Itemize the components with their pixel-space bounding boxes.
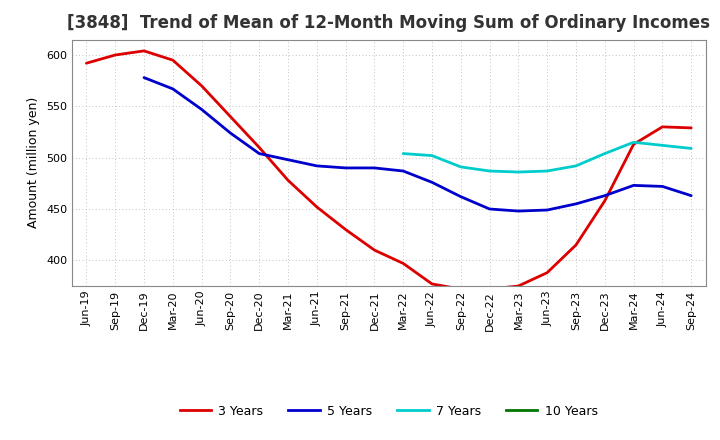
Y-axis label: Amount (million yen): Amount (million yen) <box>27 97 40 228</box>
Title: [3848]  Trend of Mean of 12-Month Moving Sum of Ordinary Incomes: [3848] Trend of Mean of 12-Month Moving … <box>67 15 711 33</box>
Legend: 3 Years, 5 Years, 7 Years, 10 Years: 3 Years, 5 Years, 7 Years, 10 Years <box>175 400 603 423</box>
